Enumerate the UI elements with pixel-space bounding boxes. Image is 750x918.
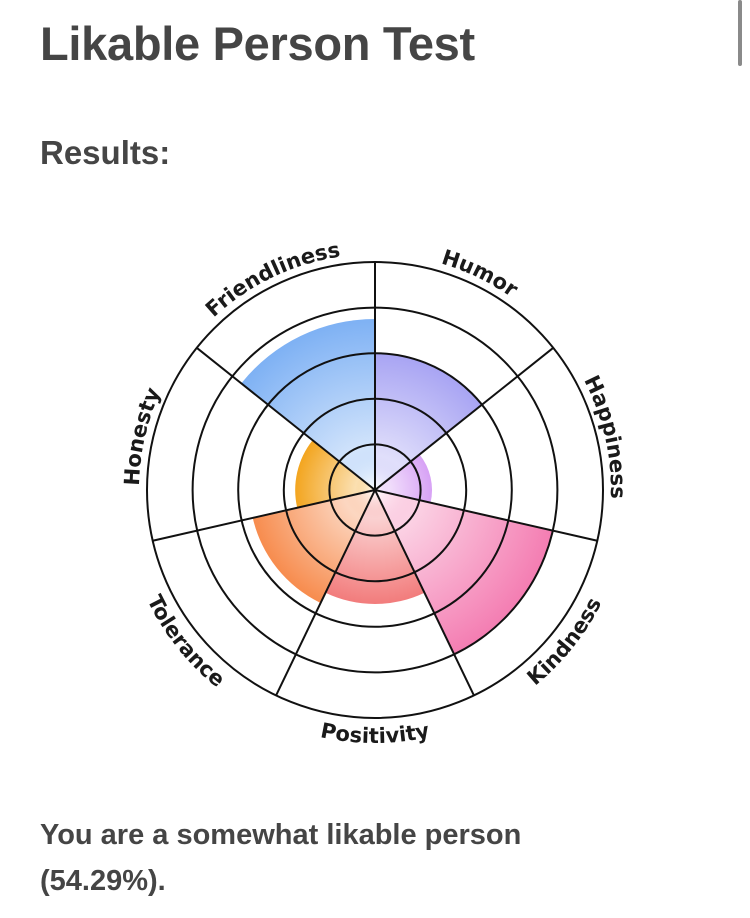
grid-spoke xyxy=(374,489,598,542)
result-percent: (54.29%). xyxy=(40,865,166,897)
sector-tolerance xyxy=(252,490,375,603)
sector-positivity xyxy=(325,490,425,604)
label-positivity: Positivity xyxy=(319,718,432,748)
label-tolerance: Tolerance xyxy=(143,591,230,692)
label-friendliness: Friendliness xyxy=(201,238,342,322)
sector-friendliness xyxy=(241,319,375,490)
grid-spoke xyxy=(374,347,554,491)
sectors xyxy=(241,319,553,655)
label-kindness: Kindness xyxy=(523,594,607,690)
sector-happiness xyxy=(375,454,432,503)
results-heading: Results: xyxy=(40,134,171,171)
result-summary-line1: You are a somewhat likable person xyxy=(40,819,522,851)
sector-honesty xyxy=(295,440,375,508)
polar-area-chart: Humor Happiness Kindness Positivity Toleranc… xyxy=(120,238,630,748)
label-honesty: Honesty xyxy=(120,384,165,486)
grid-spoke xyxy=(374,489,475,696)
scrollbar[interactable] xyxy=(738,0,742,66)
result-summary: You are a somewhat likable person (54.29%… xyxy=(40,812,720,904)
label-humor: Humor xyxy=(439,245,523,302)
grid-spoke xyxy=(152,489,376,542)
page-title: Likable Person Test xyxy=(40,17,475,70)
grid xyxy=(146,261,604,719)
label-happiness: Happiness xyxy=(579,372,630,499)
grid-spoke xyxy=(275,489,376,696)
grid-spoke xyxy=(196,347,376,491)
sector-humor xyxy=(375,353,482,490)
